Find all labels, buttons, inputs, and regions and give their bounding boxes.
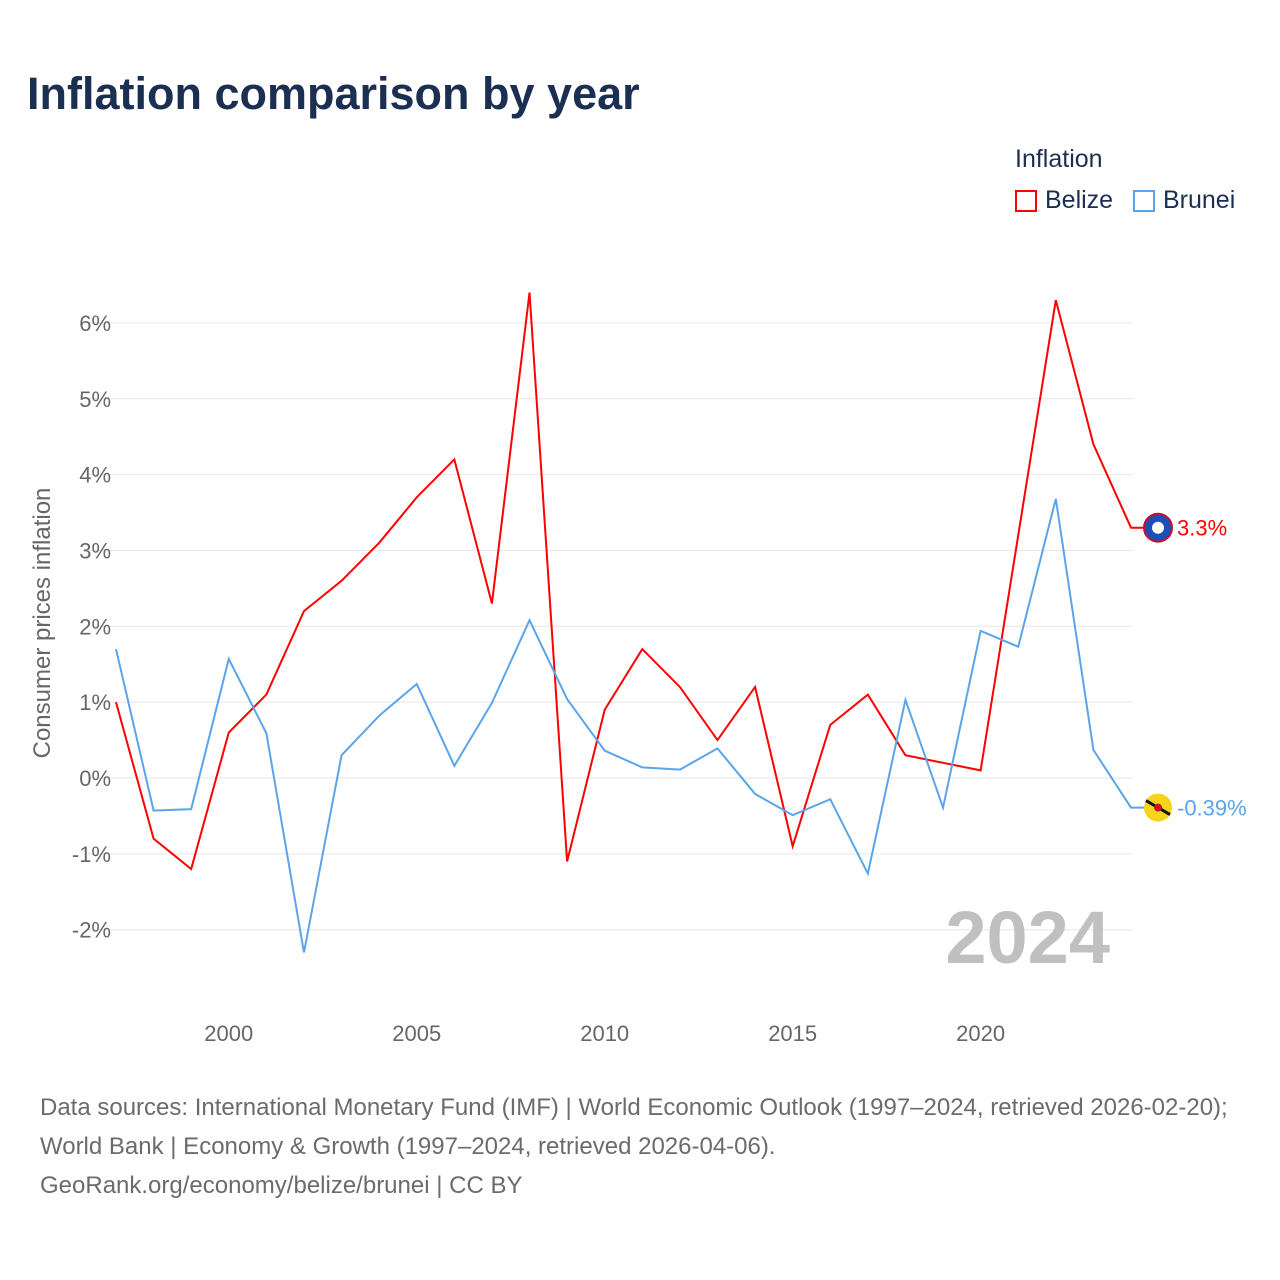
- x-tick-label: 2010: [580, 1021, 629, 1046]
- legend-label-brunei: Brunei: [1163, 186, 1236, 214]
- chart-plot: -2% -1% 0% 1% 2% 3% 4% 5% 6% 2000 2005 2010 2015 2020…: [29, 292, 1247, 1046]
- flag-emblem: [1152, 521, 1164, 534]
- y-tick-label: -1%: [72, 842, 111, 867]
- end-value-label-brunei: -0.39%: [1177, 796, 1247, 821]
- legend-swatch-belize: [1015, 189, 1037, 212]
- x-tick-label: 2005: [392, 1021, 441, 1046]
- legend-title: Inflation: [1015, 145, 1103, 173]
- legend-item-belize[interactable]: Belize: [1015, 186, 1113, 215]
- flag-emblem: [1154, 803, 1162, 812]
- x-tick-label: 2015: [768, 1021, 817, 1046]
- series-line-brunei: [115, 498, 1146, 953]
- legend-swatch-brunei: [1133, 189, 1155, 212]
- y-axis-label: Consumer prices inflation: [29, 488, 56, 759]
- legend-item-brunei[interactable]: Brunei: [1133, 186, 1235, 215]
- y-tick-label: 0%: [79, 766, 111, 791]
- x-tick-label: 2020: [956, 1021, 1005, 1046]
- y-tick-label: 3%: [79, 538, 111, 563]
- end-value-label-belize: 3.3%: [1177, 516, 1227, 541]
- flag-icon-brunei: [1144, 793, 1172, 822]
- y-tick-label: 4%: [79, 463, 111, 488]
- footer-sources: Data sources: International Monetary Fun…: [40, 1088, 1250, 1205]
- footer-attribution: GeoRank.org/economy/belize/brunei | CC B…: [40, 1172, 523, 1199]
- chart-title: Inflation comparison by year: [27, 68, 640, 119]
- y-tick-label: 2%: [79, 614, 111, 639]
- y-tick-label: 1%: [79, 690, 111, 715]
- series-line-belize: [115, 292, 1146, 871]
- footer-sources-text: Data sources: International Monetary Fun…: [40, 1094, 1228, 1160]
- y-tick-label: 6%: [79, 311, 111, 336]
- y-tick-label: -2%: [72, 918, 111, 943]
- year-watermark: 2024: [945, 896, 1110, 979]
- legend-label-belize: Belize: [1045, 186, 1114, 214]
- flag-icon-belize: [1143, 512, 1173, 543]
- x-tick-label: 2000: [204, 1021, 253, 1046]
- y-tick-label: 5%: [79, 387, 111, 412]
